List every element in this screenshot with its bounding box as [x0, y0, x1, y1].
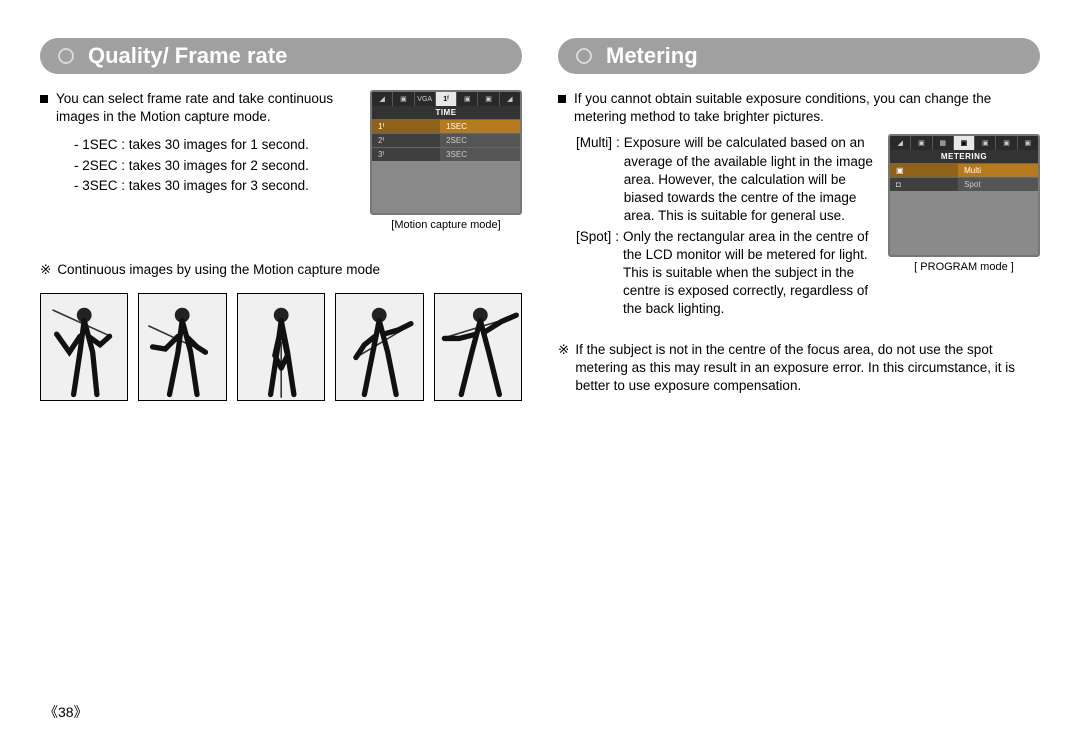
def-sep: :: [616, 134, 620, 152]
def-multi-text: Exposure will be calculated based on an …: [624, 134, 874, 225]
asterisk-icon: ※: [40, 261, 51, 279]
screen-row-key: ◘: [890, 178, 958, 191]
topbar-icon: ▣: [457, 92, 478, 106]
screen-row: 2ᶠ 2SEC: [372, 133, 520, 147]
def-multi: [Multi] : Exposure will be calculated ba…: [576, 134, 874, 225]
def-spot: [Spot] : Only the rectangular area in th…: [576, 228, 874, 319]
continuous-note-text: Continuous images by using the Motion ca…: [57, 261, 380, 279]
metering-intro-text: If you cannot obtain suitable exposure c…: [574, 90, 1040, 126]
metering-note-text: If the subject is not in the centre of t…: [575, 341, 1040, 396]
screen-topbar: ◢ ▣ ▦ ▣ ▣ ▣ ▣: [890, 136, 1038, 150]
topbar-icon: ▣: [975, 136, 996, 150]
section-header-quality: Quality/ Frame rate: [40, 38, 522, 74]
program-mode-screen: ◢ ▣ ▦ ▣ ▣ ▣ ▣ METERING ▣ Multi: [888, 134, 1040, 257]
screen-filler: [890, 191, 1038, 255]
golf-frame-2: [138, 293, 226, 401]
topbar-icon: ▣: [1018, 136, 1038, 150]
section-title-quality: Quality/ Frame rate: [88, 43, 287, 69]
golf-frame-4: [335, 293, 423, 401]
screen-row: 1ᶠ 1SEC: [372, 119, 520, 133]
screen-topbar: ◢ ▣ VGA 1ᶠ ▣ ▣ ◢: [372, 92, 520, 106]
program-mode-caption: [ PROGRAM mode ]: [888, 261, 1040, 273]
def-spot-key: [Spot]: [576, 228, 611, 246]
screen-filler: [372, 161, 520, 213]
topbar-icon-selected: ▣: [954, 136, 975, 150]
topbar-icon: ▣: [478, 92, 499, 106]
screen-row-val: Multi: [958, 164, 1038, 177]
screen-row-key: 2ᶠ: [372, 134, 440, 147]
screen-row: 3ᶠ 3SEC: [372, 147, 520, 161]
golf-frame-5: [434, 293, 522, 401]
topbar-icon: ◢: [500, 92, 520, 106]
intro-text: You can select frame rate and take conti…: [56, 90, 356, 126]
section-title-metering: Metering: [606, 43, 698, 69]
screen-row-key: ▣: [890, 164, 958, 177]
screen-header: TIME: [372, 106, 520, 119]
square-bullet-icon: [40, 95, 48, 103]
topbar-icon: ▣: [996, 136, 1017, 150]
section-header-metering: Metering: [558, 38, 1040, 74]
left-column: Quality/ Frame rate ◢ ▣ VGA 1ᶠ ▣ ▣ ◢ TIM…: [40, 38, 522, 401]
topbar-icon: ▣: [911, 136, 932, 150]
def-spot-text: Only the rectangular area in the centre …: [623, 228, 874, 319]
screen-row-key: 1ᶠ: [372, 120, 440, 133]
metering-note: ※ If the subject is not in the centre of…: [558, 341, 1040, 396]
topbar-icon: VGA: [415, 92, 436, 106]
topbar-icon: ▦: [933, 136, 954, 150]
golf-frame-1: [40, 293, 128, 401]
topbar-icon: ◢: [890, 136, 911, 150]
screen-row: ◘ Spot: [890, 177, 1038, 191]
topbar-icon-selected: 1ᶠ: [436, 92, 457, 106]
program-mode-screen-block: ◢ ▣ ▦ ▣ ▣ ▣ ▣ METERING ▣ Multi: [888, 134, 1040, 273]
screen-row-val: 3SEC: [440, 148, 520, 161]
asterisk-icon: ※: [558, 341, 569, 359]
screen-row: ▣ Multi: [890, 163, 1038, 177]
screen-row-val: 2SEC: [440, 134, 520, 147]
motion-capture-screen: ◢ ▣ VGA 1ᶠ ▣ ▣ ◢ TIME 1ᶠ 1SEC 2ᶠ: [370, 90, 522, 215]
continuous-note: ※ Continuous images by using the Motion …: [40, 261, 522, 279]
screen-row-val: Spot: [958, 178, 1038, 191]
screen-header: METERING: [890, 150, 1038, 163]
page-number: 《38》: [44, 702, 88, 722]
metering-intro-bullet: If you cannot obtain suitable exposure c…: [558, 90, 1040, 126]
intro-bullet: You can select frame rate and take conti…: [40, 90, 356, 126]
screen-row-key: 3ᶠ: [372, 148, 440, 161]
square-bullet-icon: [558, 95, 566, 103]
golf-sequence: [40, 293, 522, 401]
golf-frame-3: [237, 293, 325, 401]
motion-capture-caption: [Motion capture mode]: [370, 219, 522, 231]
topbar-icon: ◢: [372, 92, 393, 106]
motion-capture-screen-block: ◢ ▣ VGA 1ᶠ ▣ ▣ ◢ TIME 1ᶠ 1SEC 2ᶠ: [370, 90, 522, 231]
def-multi-key: [Multi]: [576, 134, 612, 152]
screen-row-val: 1SEC: [440, 120, 520, 133]
def-sep: :: [615, 228, 619, 246]
topbar-icon: ▣: [393, 92, 414, 106]
right-column: Metering If you cannot obtain suitable e…: [558, 38, 1040, 401]
